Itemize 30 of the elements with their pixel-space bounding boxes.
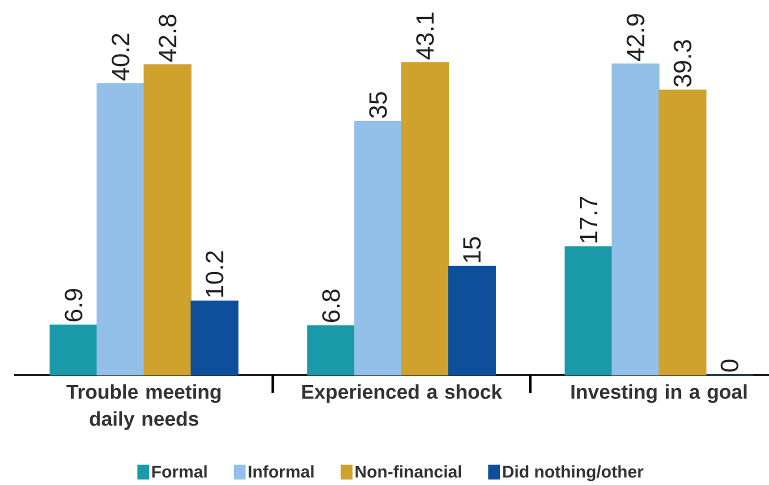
bar (658, 90, 706, 376)
legend-label: Did nothing/other (503, 465, 644, 482)
data-label: 40.2 (112, 34, 130, 81)
bar (50, 324, 98, 376)
data-label: 35 (369, 92, 387, 118)
data-label: 17.7 (580, 196, 598, 242)
data-label: 42.8 (158, 14, 176, 62)
bar (354, 120, 402, 376)
data-label: 15 (463, 237, 481, 262)
bar (448, 266, 496, 376)
data-label: 43.1 (416, 12, 434, 60)
legend-label: Non-financial (356, 465, 461, 478)
data-label: 6.8 (322, 290, 340, 322)
data-label: 6.9 (64, 289, 82, 322)
x-tick-label: Experienced a shock (302, 384, 502, 403)
bar (144, 64, 192, 376)
bar (190, 300, 238, 376)
data-label: 39.3 (674, 40, 692, 87)
bar (564, 246, 612, 376)
data-label: 10.2 (206, 251, 224, 297)
bar (401, 62, 449, 376)
bar (307, 325, 355, 376)
legend-label: Informal (248, 465, 314, 478)
x-tick-label: Investing in a goal (571, 384, 747, 403)
data-label: 0 (720, 360, 738, 372)
data-label: 42.9 (626, 14, 644, 61)
bar (612, 64, 660, 376)
bar (96, 83, 144, 376)
legend-label: Formal (152, 465, 207, 478)
x-tick-label: Trouble meeting daily needs (66, 384, 220, 430)
